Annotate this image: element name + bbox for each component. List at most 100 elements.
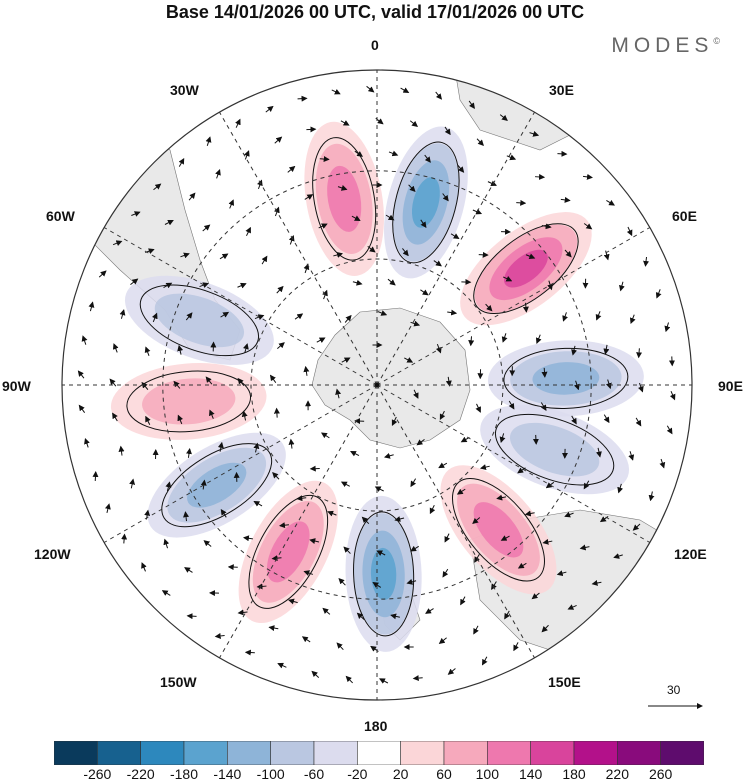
wind-vector xyxy=(476,138,484,146)
wind-vector xyxy=(338,578,346,586)
wind-vector xyxy=(659,458,666,469)
wind-vector xyxy=(185,312,193,321)
circulation-streamline-7 xyxy=(353,511,415,637)
wind-vector xyxy=(245,226,251,237)
wind-vector xyxy=(119,309,126,319)
wind-vector xyxy=(322,289,328,300)
colorbar-tick-label: 260 xyxy=(648,766,673,782)
wind-vector xyxy=(141,381,149,390)
wind-vector xyxy=(384,452,394,459)
wind-vector xyxy=(253,442,260,453)
circulation-streamline-1 xyxy=(312,137,377,261)
lon-label-30w: 30W xyxy=(170,82,199,98)
anomaly-contour-9-3 xyxy=(187,462,247,508)
wind-vector xyxy=(420,219,427,229)
anomaly-contour-3-4 xyxy=(504,249,548,288)
wind-vector xyxy=(178,157,185,167)
wind-vector xyxy=(439,410,446,421)
wind-vector xyxy=(390,613,400,620)
wind-vector xyxy=(429,504,436,515)
colorbar-tick-label: -260 xyxy=(83,766,112,782)
lon-label-120w: 120W xyxy=(34,546,71,562)
wind-vector xyxy=(303,570,314,576)
wind-vector xyxy=(406,578,417,585)
wind-vector xyxy=(603,250,610,261)
reference-vector-label: 30 xyxy=(667,683,681,697)
wind-vector xyxy=(475,403,481,413)
wind-vector xyxy=(571,345,577,356)
lon-label-120e: 120E xyxy=(674,546,707,562)
modes-logo: MODES© xyxy=(611,34,720,58)
south-pole-marker xyxy=(374,382,380,388)
wind-vector xyxy=(491,581,497,590)
wind-vector xyxy=(564,511,574,518)
wind-vector xyxy=(460,596,466,606)
wind-vector xyxy=(253,500,263,507)
wind-vectors xyxy=(77,85,676,684)
wind-vector xyxy=(525,253,536,260)
wind-vector xyxy=(303,365,310,376)
lon-label-30e: 30E xyxy=(549,82,574,98)
wind-vector xyxy=(341,357,351,363)
wind-vector xyxy=(199,282,209,288)
circulation-streamline-5 xyxy=(494,413,615,486)
wind-vector xyxy=(277,662,287,669)
colorbar-swatch-6 xyxy=(270,741,315,765)
wind-vector xyxy=(296,495,307,502)
wind-vector xyxy=(256,583,267,590)
wind-vector xyxy=(374,486,384,492)
wind-vector xyxy=(344,314,352,323)
wind-vector xyxy=(297,95,308,102)
wind-vector xyxy=(163,538,170,549)
wind-vector xyxy=(77,370,85,379)
wind-vector xyxy=(217,441,224,452)
wind-vector xyxy=(81,335,88,345)
wind-vector xyxy=(273,407,280,418)
wind-vector xyxy=(402,248,409,257)
wind-vector xyxy=(603,414,610,424)
wind-vector xyxy=(524,510,535,517)
wind-vector xyxy=(311,670,320,678)
wind-vector xyxy=(303,263,310,274)
wind-vector xyxy=(487,180,497,187)
wind-vector xyxy=(112,343,119,353)
colorbar-swatch-10 xyxy=(443,741,488,765)
wind-vector xyxy=(265,105,274,113)
circulation-streamline-2 xyxy=(392,141,460,264)
colorbar-swatch-13 xyxy=(573,741,618,765)
wind-vector xyxy=(366,85,375,93)
wind-vector xyxy=(433,260,442,267)
circulation-streamline-8 xyxy=(248,494,329,609)
wind-vector xyxy=(379,678,389,684)
wind-vector xyxy=(343,546,351,554)
wind-vector xyxy=(617,483,624,494)
wind-vector xyxy=(408,184,416,192)
wind-vector xyxy=(183,511,190,522)
wind-vector xyxy=(562,312,568,322)
wind-vector xyxy=(385,214,395,221)
wind-vector xyxy=(506,154,517,161)
wind-vector xyxy=(237,377,245,386)
wind-vector xyxy=(496,494,507,501)
wind-vector xyxy=(444,126,451,136)
wind-vector xyxy=(516,199,527,206)
colorbar-swatch-1 xyxy=(54,741,98,765)
wind-vector xyxy=(571,415,577,425)
wind-vector xyxy=(345,675,354,684)
wind-vector xyxy=(186,447,192,458)
anomaly-negative-4 xyxy=(487,340,644,417)
wind-vector xyxy=(304,194,314,200)
circulation-streamline-9 xyxy=(161,443,273,528)
wind-vector xyxy=(112,412,118,422)
wind-vector xyxy=(481,656,488,666)
wind-vector xyxy=(567,604,577,610)
wind-vector xyxy=(228,199,235,209)
wind-vector xyxy=(438,637,447,645)
wind-vector xyxy=(141,562,147,572)
wind-vector xyxy=(442,568,449,578)
circulation-streamline-10 xyxy=(126,370,252,433)
colorbar-swatch-9 xyxy=(400,741,445,765)
colorbar-tick-label: 20 xyxy=(392,766,409,782)
wind-vector xyxy=(257,179,263,190)
wind-vector xyxy=(606,199,615,206)
